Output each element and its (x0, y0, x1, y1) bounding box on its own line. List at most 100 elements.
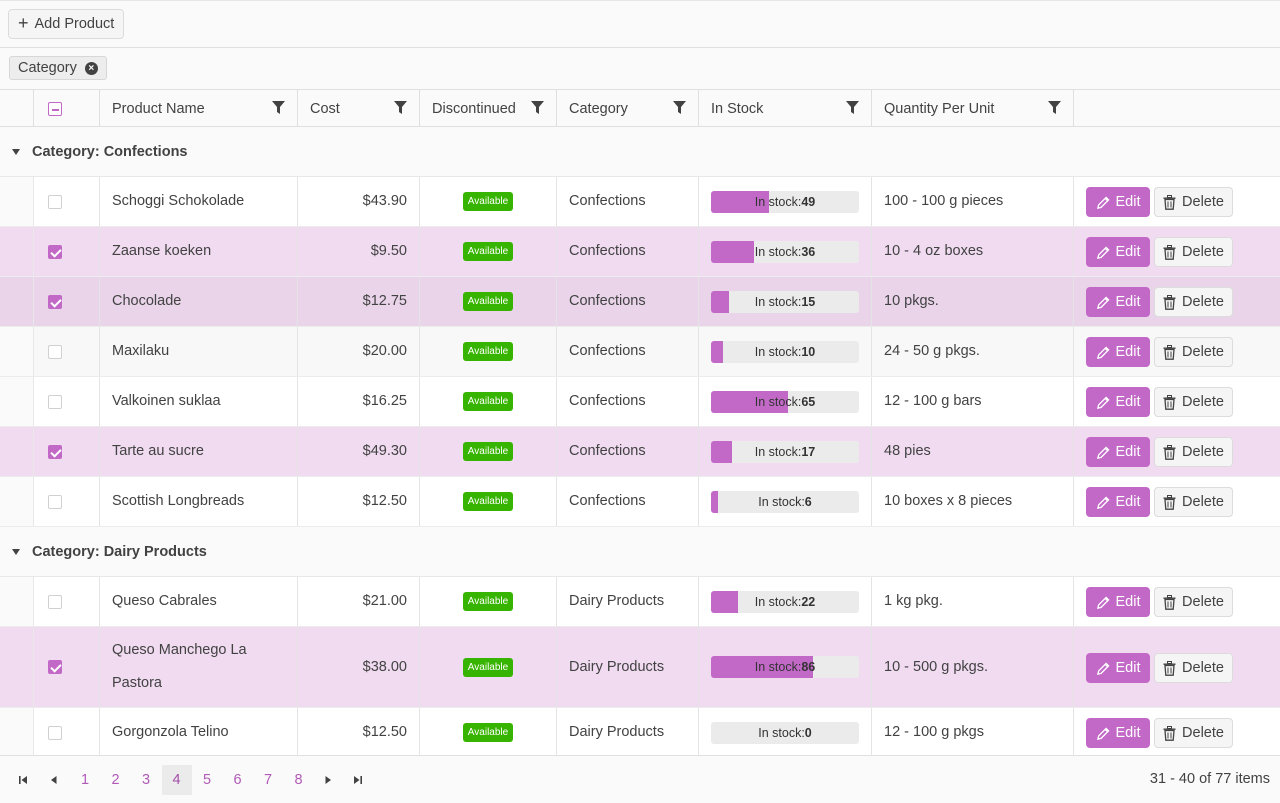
edit-button[interactable]: Edit (1086, 287, 1150, 317)
group-header-row[interactable]: Category: Dairy Products (0, 527, 1280, 577)
category-cell: Confections (557, 477, 699, 526)
pencil-icon (1096, 196, 1109, 209)
edit-button[interactable]: Edit (1086, 718, 1150, 748)
stock-value: 6 (804, 494, 812, 509)
page-number-button[interactable]: 1 (80, 772, 90, 788)
page-number-button[interactable]: 7 (263, 772, 273, 788)
stock-progress-fill (711, 440, 732, 463)
select-cell (34, 377, 100, 426)
header-cost[interactable]: Cost (298, 90, 420, 127)
table-row[interactable]: Valkoinen suklaa $16.25 Available Confectio… (0, 377, 1280, 427)
edit-button[interactable]: Edit (1086, 237, 1150, 267)
delete-button[interactable]: Delete (1154, 287, 1233, 317)
group-header-row[interactable]: Category: Confections (0, 127, 1280, 177)
header-quantity-per-unit[interactable]: Quantity Per Unit (872, 90, 1074, 127)
row-select-checkbox[interactable] (48, 660, 62, 674)
table-row[interactable]: Schoggi Schokolade $43.90 Available Confect… (0, 177, 1280, 227)
header-in-stock-label: In Stock (711, 100, 764, 117)
row-select-checkbox[interactable] (48, 194, 62, 209)
select-all-checkbox[interactable] (48, 101, 62, 116)
cost-cell: $12.50 (298, 708, 420, 757)
delete-button[interactable]: Delete (1154, 187, 1233, 217)
page-number-button[interactable]: 3 (141, 772, 151, 788)
filter-icon[interactable] (272, 101, 285, 115)
delete-button[interactable]: Delete (1154, 387, 1233, 417)
table-row[interactable]: Gorgonzola Telino $12.50 Available Dairy Pr… (0, 708, 1280, 758)
discontinued-cell: Available (420, 577, 557, 626)
edit-button[interactable]: Edit (1086, 387, 1150, 417)
delete-button[interactable]: Delete (1154, 337, 1233, 367)
quantity-per-unit-cell: 10 - 500 g pkgs. (872, 627, 1074, 707)
page-number-button[interactable]: 2 (111, 772, 120, 788)
filter-icon[interactable] (394, 101, 407, 115)
filter-icon[interactable] (531, 101, 544, 115)
delete-button[interactable]: Delete (1154, 487, 1233, 517)
stock-label: In stock: (754, 194, 802, 209)
category-cell: Confections (557, 377, 699, 426)
filter-icon[interactable] (846, 101, 859, 115)
row-select-checkbox[interactable] (48, 594, 62, 609)
filter-icon[interactable] (1048, 101, 1061, 115)
status-badge: Available (462, 492, 514, 511)
row-select-checkbox[interactable] (48, 344, 62, 359)
stock-text: In stock:22 (711, 591, 859, 613)
edit-button[interactable]: Edit (1086, 587, 1150, 617)
add-product-button[interactable]: + Add Product (8, 9, 125, 39)
category-cell: Confections (557, 227, 699, 276)
row-select-checkbox[interactable] (48, 494, 62, 509)
close-circle-icon[interactable]: × (84, 61, 98, 75)
table-row[interactable]: Tarte au sucre $49.30 Available Confections… (0, 427, 1280, 477)
delete-button[interactable]: Delete (1154, 653, 1233, 683)
delete-button[interactable]: Delete (1154, 587, 1233, 617)
stock-progress-fill (711, 340, 723, 363)
header-product-name[interactable]: Product Name (100, 90, 298, 127)
caret-down-icon[interactable] (12, 548, 20, 555)
stock-label: In stock: (754, 394, 802, 409)
stock-progress-bar: In stock:65 (711, 390, 859, 413)
prev-page-icon[interactable] (39, 765, 69, 795)
page-number-button[interactable]: 6 (233, 772, 242, 788)
first-page-icon[interactable] (8, 765, 38, 795)
edit-button[interactable]: Edit (1086, 487, 1150, 517)
stock-progress-fill (711, 590, 738, 613)
group-chip-category[interactable]: Category × (9, 56, 107, 80)
header-category[interactable]: Category (557, 90, 699, 127)
header-discontinued[interactable]: Discontinued (420, 90, 557, 127)
delete-button[interactable]: Delete (1154, 237, 1233, 267)
delete-button[interactable]: Delete (1154, 718, 1233, 748)
table-row[interactable]: Queso Cabrales $21.00 Available Dairy Produ… (0, 577, 1280, 627)
table-row[interactable]: Chocolade $12.75 Available Confections In st… (0, 277, 1280, 327)
row-select-checkbox[interactable] (48, 294, 62, 309)
row-select-checkbox[interactable] (48, 444, 62, 459)
edit-button[interactable]: Edit (1086, 337, 1150, 367)
table-row[interactable]: Queso Manchego La Pastora $38.00 Available… (0, 627, 1280, 708)
last-page-icon[interactable] (343, 765, 373, 795)
table-row[interactable]: Maxilaku $20.00 Available Confections In sto… (0, 327, 1280, 377)
next-page-icon[interactable] (313, 765, 343, 795)
cost-cell: $16.25 (298, 377, 420, 426)
status-badge: Available (462, 723, 514, 742)
caret-down-icon[interactable] (12, 148, 20, 155)
row-select-checkbox[interactable] (48, 725, 62, 740)
header-in-stock[interactable]: In Stock (699, 90, 872, 127)
page-number-button[interactable]: 4 (161, 765, 192, 795)
table-row[interactable]: Scottish Longbreads $12.50 Available Confec… (0, 477, 1280, 527)
stock-progress-fill (711, 190, 769, 213)
cost-cell: $12.50 (298, 477, 420, 526)
edit-button[interactable]: Edit (1086, 187, 1150, 217)
stock-progress-bar: In stock:22 (711, 590, 859, 613)
row-select-checkbox[interactable] (48, 394, 62, 409)
trash-icon (1163, 660, 1176, 676)
cost-cell: $9.50 (298, 227, 420, 276)
group-indent-cell (0, 708, 34, 757)
filter-icon[interactable] (673, 101, 686, 115)
table-row[interactable]: Zaanse koeken $9.50 Available Confections In… (0, 227, 1280, 277)
page-number-button[interactable]: 5 (202, 772, 212, 788)
delete-button[interactable]: Delete (1154, 437, 1233, 467)
edit-button[interactable]: Edit (1086, 653, 1150, 683)
page-number-button[interactable]: 8 (294, 772, 303, 788)
in-stock-cell: In stock:65 (699, 377, 872, 426)
edit-button[interactable]: Edit (1086, 437, 1150, 467)
row-select-checkbox[interactable] (48, 244, 62, 259)
